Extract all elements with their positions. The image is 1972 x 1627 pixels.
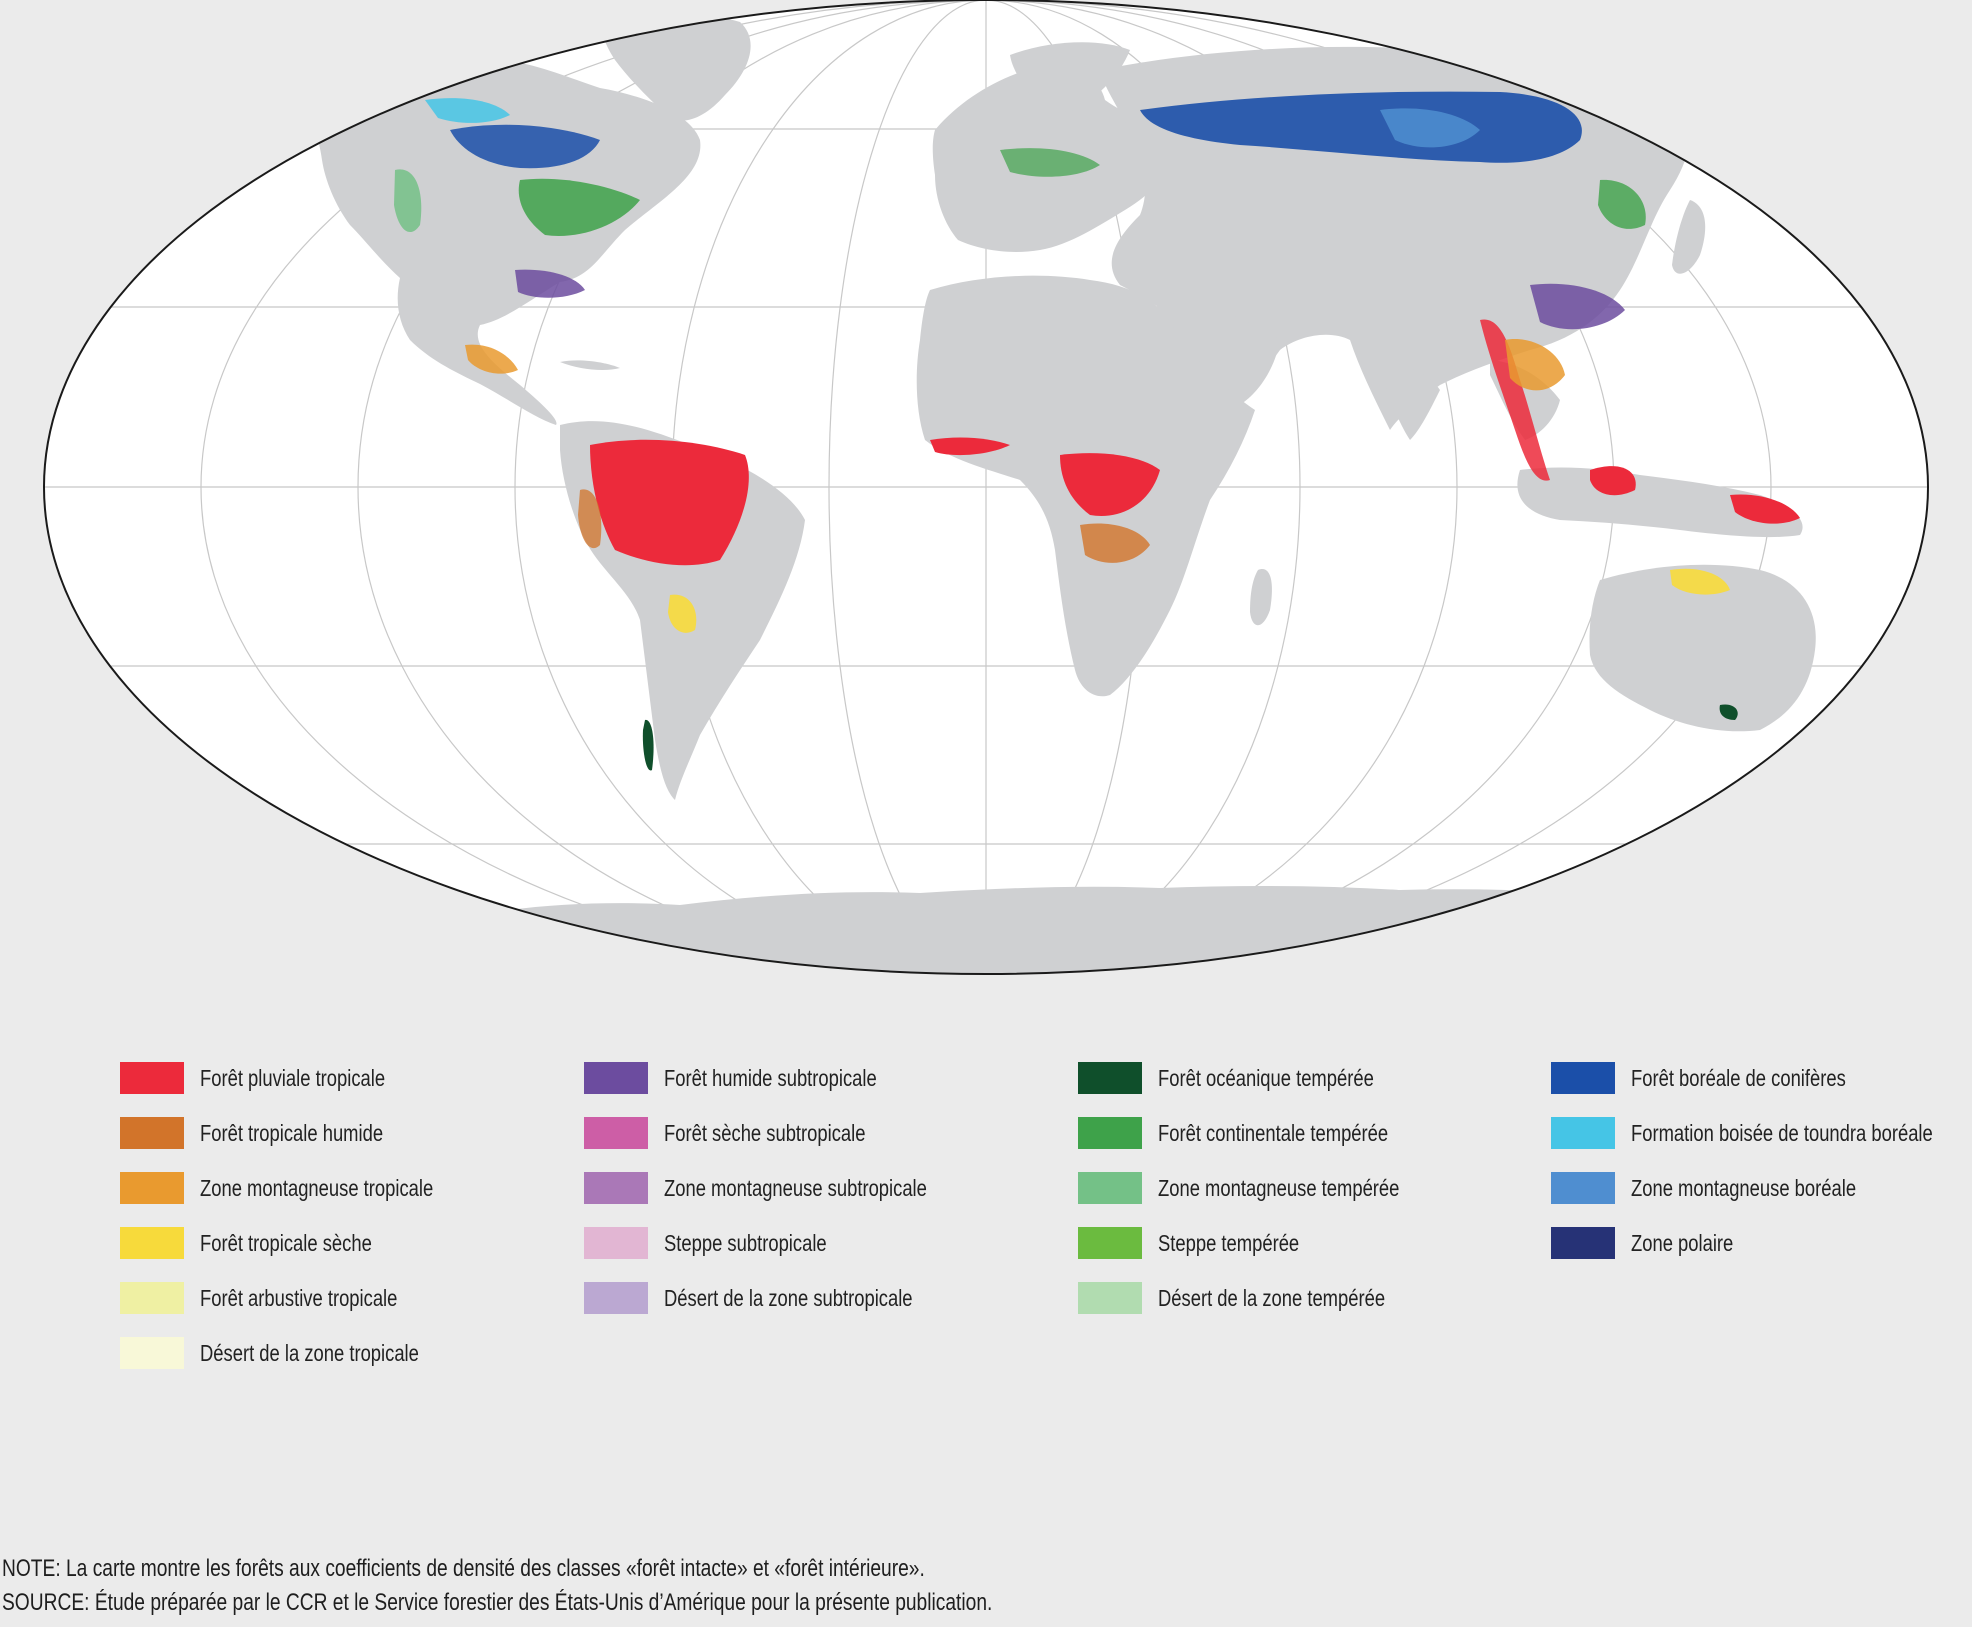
legend-label: Forêt boréale de conifères — [1631, 1065, 1846, 1091]
legend-swatch — [1078, 1117, 1142, 1149]
zone-boreal-conifer — [1140, 91, 1582, 163]
caribbean — [560, 360, 620, 370]
zone-boreal-tundra — [425, 98, 510, 123]
zone-tropical-rainforest-sa — [590, 439, 749, 566]
legend-label: Désert de la zone tropicale — [200, 1340, 419, 1366]
zone-tropical-rainforest-sea — [1590, 466, 1636, 496]
legend-swatch — [120, 1117, 184, 1149]
madagascar — [1250, 569, 1272, 626]
legend-swatch — [1551, 1227, 1615, 1259]
zone-subtropical-humid-asia — [1530, 283, 1625, 330]
legend-swatch — [120, 1337, 184, 1369]
zone-temperate-continental-asia — [1598, 179, 1646, 229]
legend-label: Zone polaire — [1631, 1230, 1734, 1256]
zone-tropical-moist-africa — [1080, 523, 1150, 563]
legend-label: Steppe subtropicale — [664, 1230, 827, 1256]
legend-label: Forêt océanique tempérée — [1158, 1065, 1374, 1091]
legend-label: Zone montagneuse tempérée — [1158, 1175, 1400, 1201]
zone-tropical-dry-sa — [668, 594, 697, 633]
map-source: SOURCE: Étude préparée par le CCR et le … — [2, 1589, 993, 1616]
forest-zones — [394, 91, 1800, 771]
japan — [1672, 200, 1706, 274]
legend-swatch — [584, 1172, 648, 1204]
legend-swatch — [1551, 1117, 1615, 1149]
legend-label: Forêt tropicale sèche — [200, 1230, 372, 1256]
australia — [1589, 564, 1816, 732]
legend-swatch — [120, 1282, 184, 1314]
scandinavia — [1010, 42, 1130, 112]
legend-label: Forêt sèche subtropicale — [664, 1120, 866, 1146]
zone-temperate-oceanic-sa — [642, 719, 654, 771]
legend-swatch — [584, 1282, 648, 1314]
legend: Forêt pluviale tropicale Forêt tropicale… — [120, 1062, 1972, 1402]
world-forest-map — [43, 0, 1929, 975]
zone-temperate-oceanic-au — [1719, 704, 1738, 720]
legend-swatch — [120, 1227, 184, 1259]
india-peninsula — [1380, 360, 1440, 440]
zone-boreal-montane — [1380, 108, 1480, 148]
legend-swatch — [1078, 1062, 1142, 1094]
legend-label: Forêt humide subtropicale — [664, 1065, 877, 1091]
legend-swatch — [584, 1062, 648, 1094]
north-america — [300, 58, 701, 425]
new-zealand — [1840, 710, 1875, 758]
legend-swatch — [1078, 1172, 1142, 1204]
british-isles — [958, 118, 983, 155]
zone-tropical-moist-sa — [578, 489, 602, 549]
zone-boreal-conifer-na — [450, 124, 600, 169]
legend-label: Zone montagneuse subtropicale — [664, 1175, 927, 1201]
zone-tropical-montane-sea — [1505, 339, 1565, 391]
legend-label: Désert de la zone subtropicale — [664, 1285, 913, 1311]
legend-label: Zone montagneuse tropicale — [200, 1175, 434, 1201]
zone-temperate-continental-na — [518, 178, 640, 236]
legend-swatch — [1078, 1227, 1142, 1259]
zone-tropical-dry-au — [1670, 568, 1730, 595]
legend-label: Forêt tropicale humide — [200, 1120, 384, 1146]
zone-tropical-rainforest-africa — [1060, 453, 1160, 516]
zone-tropical-rainforest-wafrica — [930, 437, 1010, 456]
zone-tropical-montane-ca — [465, 344, 518, 374]
zone-tropical-rainforest-indochina — [1480, 319, 1550, 481]
legend-label: Forêt arbustive tropicale — [200, 1285, 398, 1311]
legend-label: Forêt pluviale tropicale — [200, 1065, 386, 1091]
legend-label: Désert de la zone tempérée — [1158, 1285, 1386, 1311]
legend-swatch — [584, 1227, 648, 1259]
legend-swatch — [584, 1117, 648, 1149]
legend-label: Zone montagneuse boréale — [1631, 1175, 1857, 1201]
zone-temperate-continental-eu — [1000, 148, 1100, 177]
indonesia — [1517, 467, 1803, 538]
legend-label: Steppe tempérée — [1158, 1230, 1300, 1256]
map-note: NOTE: La carte montre les forêts aux coe… — [2, 1555, 925, 1582]
legend-swatch — [1078, 1282, 1142, 1314]
legend-swatch — [1551, 1172, 1615, 1204]
legend-swatch — [120, 1062, 184, 1094]
greenland — [600, 12, 751, 121]
legend-swatch — [120, 1172, 184, 1204]
globe-outline — [43, 0, 1929, 975]
zone-tropical-rainforest-ng — [1730, 494, 1800, 524]
legend-label: Formation boisée de toundra boréale — [1631, 1120, 1933, 1146]
arabian-peninsula — [1157, 290, 1280, 410]
zone-temperate-montane — [394, 169, 422, 233]
legend-swatch — [1551, 1062, 1615, 1094]
zone-subtropical-humid-na — [515, 269, 585, 298]
legend-label: Forêt continentale tempérée — [1158, 1120, 1389, 1146]
